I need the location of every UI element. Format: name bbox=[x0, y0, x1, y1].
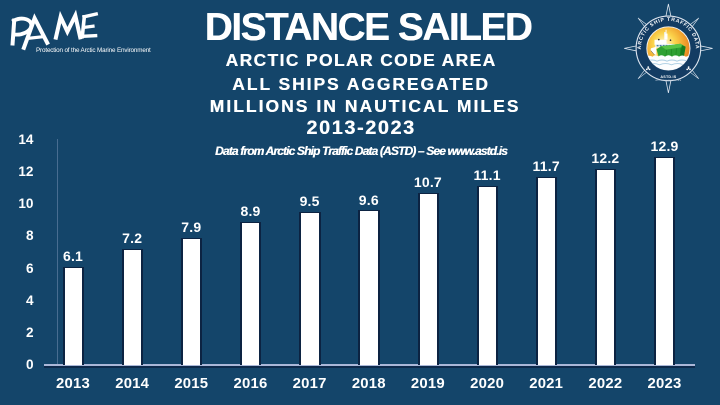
svg-text:ASTD.IS: ASTD.IS bbox=[660, 75, 676, 79]
svg-text:Protection of the Arctic Marin: Protection of the Arctic Marine Environm… bbox=[36, 47, 151, 54]
svg-text:ARCTIC SHIP TRAFFIC DATA: ARCTIC SHIP TRAFFIC DATA bbox=[655, 79, 682, 82]
